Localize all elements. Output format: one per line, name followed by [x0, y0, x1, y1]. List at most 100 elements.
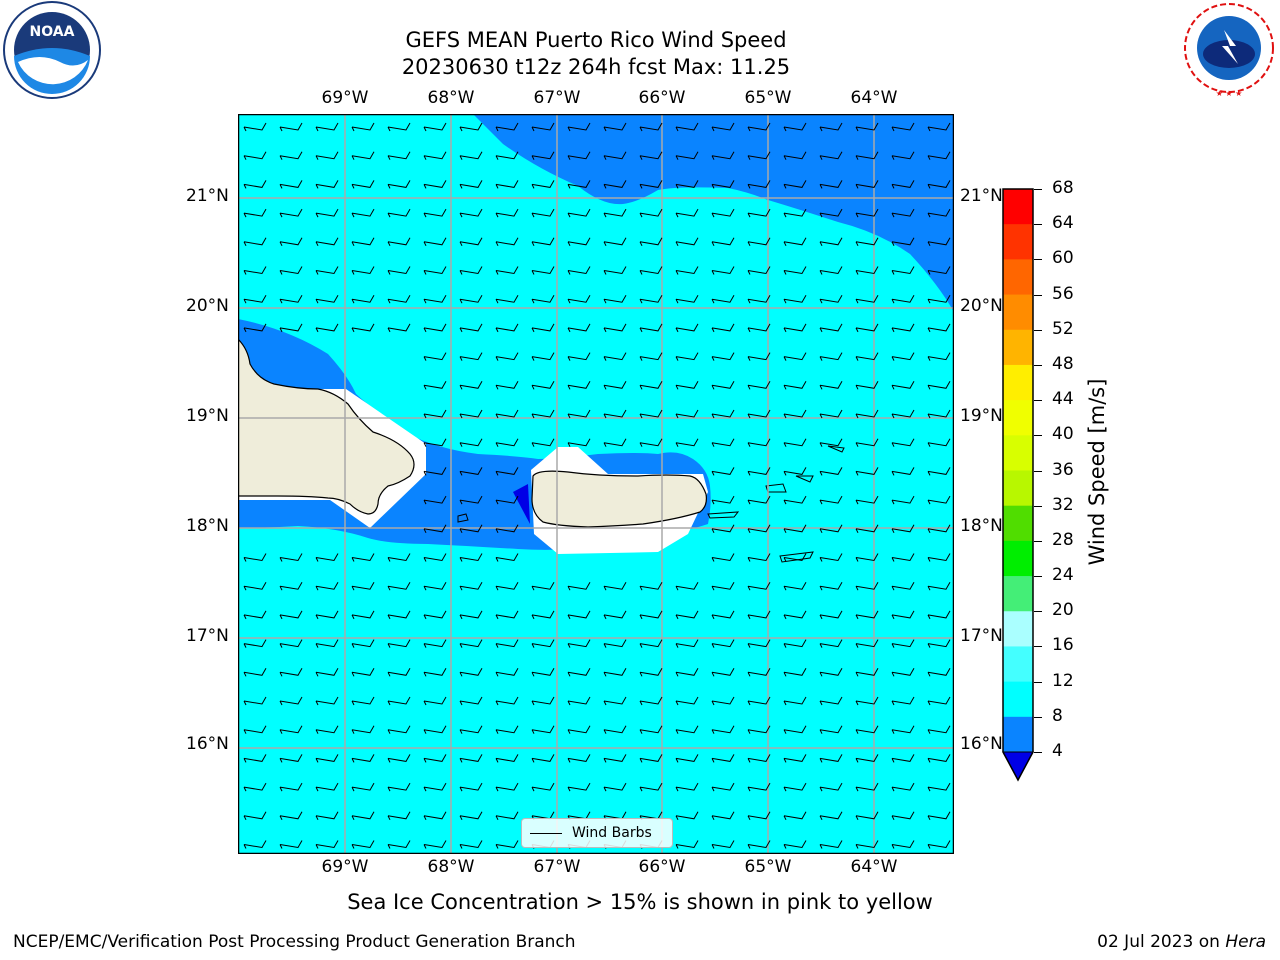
wind-barb: [783, 352, 807, 361]
dark-blue-wind-zone: [513, 484, 530, 524]
colorbar-bin: [1003, 470, 1033, 507]
wind-barb: [783, 754, 807, 763]
wind-barb: [747, 639, 771, 648]
wind-barb: [567, 754, 591, 763]
wind-barb: [675, 409, 699, 419]
lon-label-top: 69°W: [321, 88, 369, 108]
wind-barb: [495, 553, 519, 562]
wind-barb: [531, 180, 555, 189]
wind-barb: [819, 467, 843, 476]
wind-barb: [603, 352, 627, 361]
wind-barb: [711, 467, 735, 476]
wind-barb: [459, 352, 483, 361]
wind-barb: [423, 811, 447, 821]
wind-barb: [531, 294, 555, 304]
wind-barb: [315, 725, 339, 734]
wind-barb: [747, 811, 771, 821]
wind-barb: [567, 381, 591, 390]
colorbar-tick-label: 20: [1052, 600, 1074, 621]
wind-barb: [927, 581, 951, 591]
colorbar-bin: [1003, 576, 1033, 612]
wind-barb: [423, 151, 447, 160]
wind-barb: [927, 381, 951, 390]
wind-barb: [423, 754, 447, 763]
wind-barb: [567, 409, 591, 419]
wind-barb: [495, 122, 519, 132]
wind-barb: [423, 237, 447, 247]
wind-barb: [927, 438, 951, 447]
wind-barb: [639, 237, 663, 247]
wind-barb: [783, 725, 807, 734]
wind-barb: [927, 696, 951, 706]
wind-barb: [747, 725, 771, 734]
wind-barb: [819, 266, 843, 275]
wind-barb: [315, 840, 339, 849]
wind-barb: [711, 668, 735, 677]
wind-barb: [351, 811, 375, 821]
wind-barb: [747, 610, 771, 620]
wind-barb: [783, 237, 807, 247]
wind-barb: [819, 811, 843, 821]
wind-barb: [603, 639, 627, 648]
chart-subtitle: 20230630 t12z 264h fcst Max: 11.25: [401, 55, 791, 79]
wind-barb: [747, 668, 771, 677]
wind-barb: [927, 524, 951, 534]
wind-barb: [855, 266, 879, 275]
lon-label-top: 68°W: [427, 88, 475, 108]
wind-barb: [891, 237, 915, 247]
wind-barb: [279, 294, 303, 304]
footer-date: 02 Jul 2023 on Hera: [1097, 932, 1266, 952]
wind-barb: [351, 696, 375, 706]
wind-barb: [891, 294, 915, 304]
wind-barb: [279, 266, 303, 275]
colorbar-tick-mark: [1034, 752, 1042, 753]
wind-barb: [315, 266, 339, 275]
wind-barb: [927, 151, 951, 160]
legend-label: Wind Barbs: [572, 825, 652, 841]
wind-barb: [243, 754, 267, 763]
wind-barb: [891, 668, 915, 677]
wind-barb: [459, 782, 483, 792]
lon-label-bottom: 68°W: [427, 857, 475, 877]
wind-barb: [639, 294, 663, 304]
wind-barb: [387, 840, 411, 849]
colorbar-tick-mark: [1034, 294, 1042, 296]
wind-barb: [603, 696, 627, 706]
lat-label-right: 19°N: [960, 406, 1003, 426]
wind-barb: [351, 840, 375, 849]
virgin-islands: [707, 445, 845, 519]
wind-barb: [891, 266, 915, 275]
wind-barb: [351, 323, 375, 333]
wind-barb: [495, 266, 519, 275]
wind-barb: [783, 409, 807, 419]
wind-barb: [495, 524, 519, 534]
wind-barb: [603, 782, 627, 792]
wind-barb: [567, 639, 591, 648]
wind-barb: [783, 811, 807, 821]
wind-barb: [387, 782, 411, 792]
colorbar-bin: [1003, 681, 1033, 718]
wind-barb: [783, 553, 807, 562]
wind-barb: [927, 725, 951, 734]
colorbar-tick-mark: [1034, 470, 1042, 472]
footer-date-text: 02 Jul 2023 on: [1097, 932, 1226, 952]
wind-barb: [711, 381, 735, 390]
wind-barb: [531, 754, 555, 763]
wind-barb: [459, 581, 483, 591]
wind-barb: [639, 381, 663, 390]
wind-barb: [927, 294, 951, 304]
wind-barb: [891, 581, 915, 591]
wind-barb: [495, 208, 519, 218]
wind-barb: [711, 208, 735, 218]
wind-barb: [711, 294, 735, 304]
colorbar-bin: [1003, 329, 1033, 366]
wind-barb: [531, 352, 555, 361]
wind-barb: [531, 639, 555, 648]
wind-barb: [495, 696, 519, 706]
colorbar-bin: [1003, 540, 1033, 577]
wind-barb: [747, 495, 771, 505]
wind-barb: [423, 696, 447, 706]
wind-barb: [567, 668, 591, 677]
wind-barb: [747, 208, 771, 218]
lon-label-bottom: 65°W: [744, 857, 792, 877]
